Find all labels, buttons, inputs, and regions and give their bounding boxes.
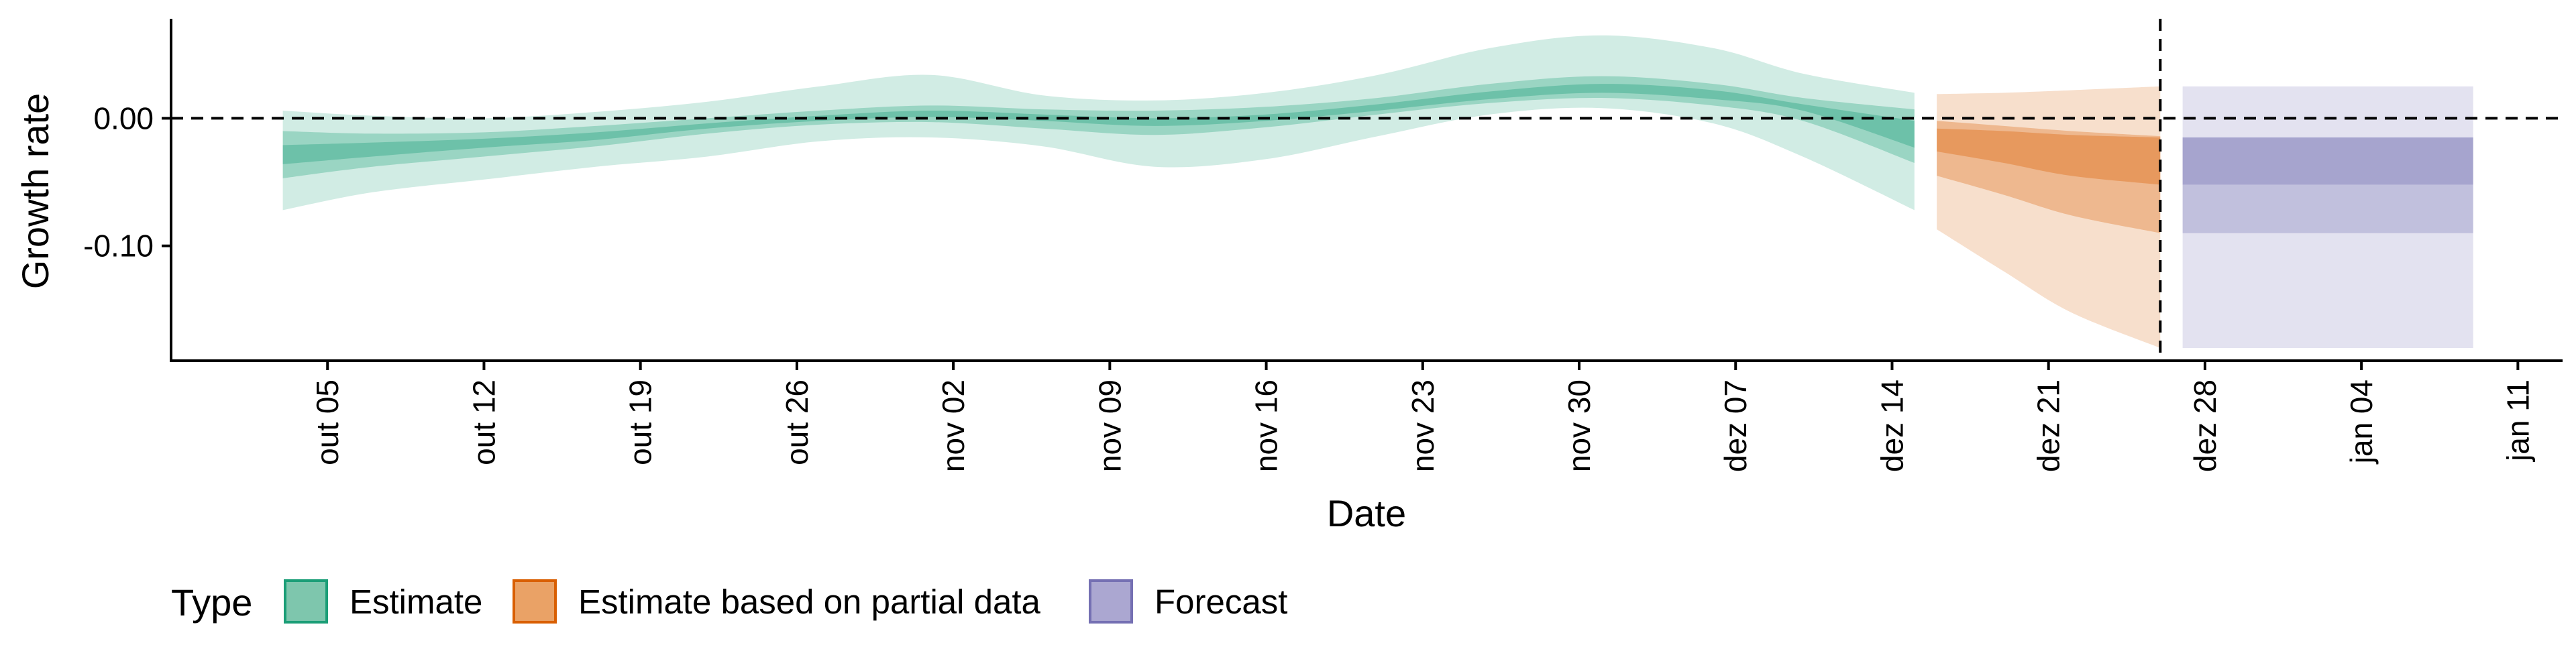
y-ticks-layer: 0.00 -0.10 (83, 101, 171, 263)
band-estimate-based-on-partial-data-inner (1937, 128, 2161, 185)
legend-key-estimate (284, 579, 328, 624)
y-axis-title: Growth rate (14, 93, 56, 290)
legend-title: Type (171, 581, 252, 624)
x-tick-label: nov 23 (1405, 379, 1440, 472)
legend-label-partial: Estimate based on partial data (578, 583, 1041, 621)
band-forecast-middle (2182, 137, 2473, 233)
legend-label-estimate: Estimate (350, 583, 482, 621)
x-tick-label: jan 11 (2500, 379, 2535, 463)
x-tick-label: jan 04 (2344, 379, 2379, 465)
x-tick-label: out 19 (623, 379, 658, 465)
x-tick-label: nov 09 (1092, 379, 1127, 472)
x-tick-label: dez 14 (1875, 379, 1910, 472)
x-tick-label: dez 07 (1718, 379, 1753, 472)
legend: Type Estimate Estimate based on partial … (171, 579, 1287, 624)
x-axis-title: Date (1327, 492, 1406, 534)
axes-layer (170, 19, 2563, 362)
x-tick-label: out 26 (780, 379, 814, 465)
x-tick-label: nov 16 (1249, 379, 1284, 472)
x-tick-label: dez 28 (2188, 379, 2222, 472)
band-estimate-based-on-partial-data-outer (1937, 86, 2161, 348)
band-estimate-outer (282, 35, 1915, 211)
x-tick-label: out 05 (310, 379, 345, 465)
x-tick-label: dez 21 (2031, 379, 2066, 472)
x-tick-label: nov 02 (936, 379, 971, 472)
legend-key-partial (513, 579, 557, 624)
band-forecast-outer (2182, 86, 2473, 348)
legend-label-forecast: Forecast (1155, 583, 1287, 621)
band-estimate-based-on-partial-data-middle (1937, 121, 2161, 233)
y-tick-label: 0.00 (93, 101, 154, 135)
band-estimate-middle (282, 76, 1915, 178)
reference-lines-layer (171, 19, 2563, 361)
x-tick-label: out 12 (466, 379, 501, 465)
x-tick-label: nov 30 (1562, 379, 1597, 472)
y-tick-label: -0.10 (83, 229, 154, 263)
bands-layer (282, 35, 2473, 348)
band-forecast-inner (2182, 137, 2473, 185)
x-ticks-layer: out 05 out 12 out 19 out 26 nov 02 nov 09 nov … (310, 361, 2535, 472)
legend-key-forecast (1089, 579, 1133, 624)
